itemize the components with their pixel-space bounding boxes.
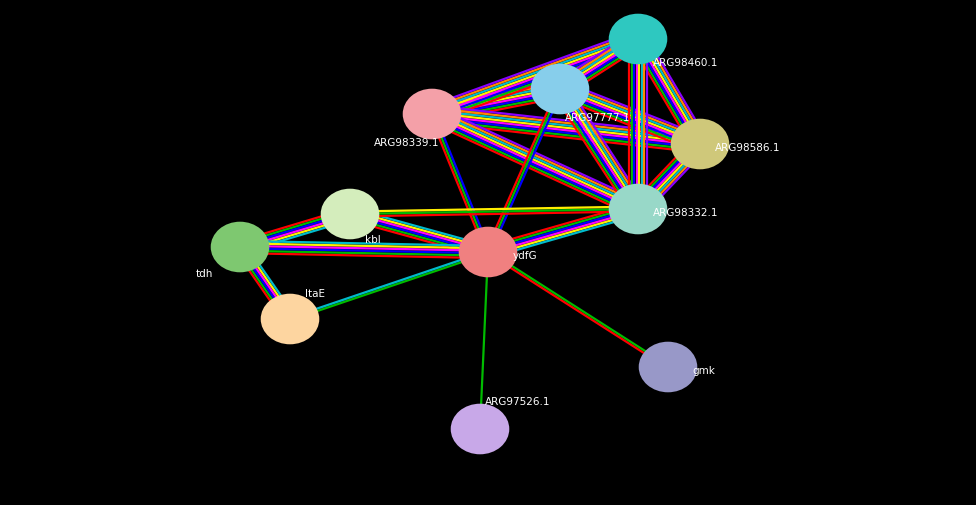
Ellipse shape xyxy=(609,15,668,65)
Text: ARG98586.1: ARG98586.1 xyxy=(714,142,780,152)
Ellipse shape xyxy=(261,294,319,344)
Text: ARG97777.1: ARG97777.1 xyxy=(565,113,630,123)
Ellipse shape xyxy=(403,89,462,140)
Text: ydfG: ydfG xyxy=(512,250,537,260)
Ellipse shape xyxy=(321,189,380,240)
Text: gmk: gmk xyxy=(692,365,715,375)
Text: kbl: kbl xyxy=(365,235,381,245)
Text: ARG98460.1: ARG98460.1 xyxy=(653,58,718,68)
Text: ltaE: ltaE xyxy=(305,288,325,298)
Ellipse shape xyxy=(459,227,517,278)
Ellipse shape xyxy=(451,404,509,454)
Text: ARG97526.1: ARG97526.1 xyxy=(485,396,550,407)
Ellipse shape xyxy=(638,342,697,392)
Ellipse shape xyxy=(531,65,590,115)
Ellipse shape xyxy=(671,120,729,170)
Text: ARG98339.1: ARG98339.1 xyxy=(374,137,439,147)
Ellipse shape xyxy=(211,222,269,273)
Text: ARG98332.1: ARG98332.1 xyxy=(653,207,718,217)
Ellipse shape xyxy=(609,184,668,235)
Text: tdh: tdh xyxy=(196,269,214,279)
